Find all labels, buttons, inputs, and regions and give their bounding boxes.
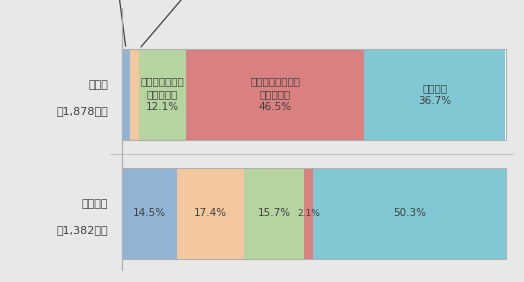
Text: 延滞督促を受けて
から知った
46.5%: 延滞督促を受けて から知った 46.5% — [250, 76, 300, 112]
Text: 返還が始まって
から知った
12.1%: 返還が始まって から知った 12.1% — [140, 76, 184, 112]
Text: 2.1%: 2.1% — [297, 209, 320, 218]
Bar — [304, 168, 312, 259]
Bar — [244, 168, 304, 259]
Text: 14.5%: 14.5% — [133, 208, 166, 219]
Bar — [185, 49, 364, 140]
Bar — [122, 49, 506, 140]
Text: 奨学金に申し込む前から
知っていた 2.3%: 奨学金に申し込む前から 知っていた 2.3% — [83, 0, 149, 46]
Text: 延滞者: 延滞者 — [88, 80, 108, 90]
Text: （1,382人）: （1,382人） — [57, 225, 108, 235]
Bar — [312, 168, 506, 259]
Bar — [122, 49, 130, 140]
Bar — [122, 168, 506, 259]
Text: 知らない
36.7%: 知らない 36.7% — [418, 83, 452, 106]
Bar — [122, 168, 506, 259]
Text: 50.3%: 50.3% — [392, 208, 425, 219]
Text: 17.4%: 17.4% — [194, 208, 227, 219]
Bar — [139, 49, 185, 140]
Bar — [130, 49, 139, 140]
Bar — [122, 49, 506, 140]
Text: 返還が始まる前までには
知っていた 2.3%: 返還が始まる前までには 知っていた 2.3% — [141, 0, 239, 47]
Text: 無延滞者: 無延滞者 — [82, 199, 108, 209]
Bar — [122, 168, 177, 259]
Bar — [364, 49, 506, 140]
Text: 15.7%: 15.7% — [258, 208, 291, 219]
Bar — [177, 168, 244, 259]
Text: （1,878人）: （1,878人） — [57, 106, 108, 116]
